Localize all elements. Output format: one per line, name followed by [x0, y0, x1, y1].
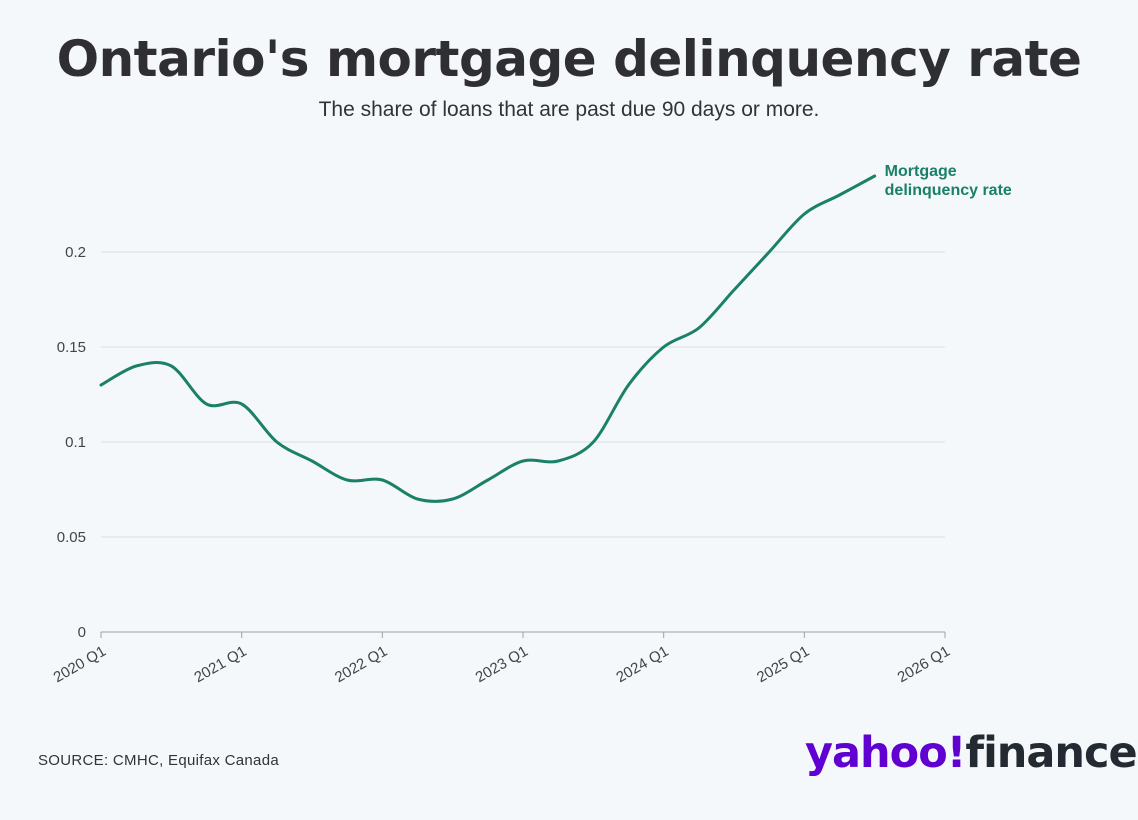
chart-subtitle: The share of loans that are past due 90 … [318, 98, 820, 121]
x-axis: 2020 Q1 2021 Q1 2022 Q1 2023 Q1 2024 Q1 2025 … [51, 632, 953, 686]
chart-title: Ontario's mortgage delinquency rate [56, 30, 1082, 88]
source-note: SOURCE: CMHC, Equifax Canada [38, 752, 279, 769]
logo-yahoo: yahoo! [805, 728, 966, 778]
x-tick-label: 2026 Q1 [895, 643, 953, 686]
y-axis: 0 0.05 0.1 0.15 0.2 [57, 244, 86, 641]
series-line [99, 174, 877, 503]
x-tick-label: 2022 Q1 [332, 643, 390, 686]
series-label: delinquency rate [885, 182, 1012, 199]
gridlines [101, 251, 945, 633]
y-tick-label: 0 [78, 624, 86, 641]
y-tick-label: 0.05 [57, 529, 86, 546]
x-tick-label: 2021 Q1 [191, 643, 249, 686]
logo-finance: finance [965, 728, 1137, 778]
y-tick-label: 0.15 [57, 339, 86, 356]
x-tick-label: 2025 Q1 [754, 643, 812, 686]
y-tick-label: 0.1 [65, 434, 86, 451]
x-tick-label: 2023 Q1 [473, 643, 531, 686]
x-tick-label: 2020 Q1 [51, 643, 109, 686]
y-tick-label: 0.2 [65, 244, 86, 261]
yahoo-finance-logo: yahoo!finance [805, 728, 1138, 778]
series-label: Mortgage [885, 163, 957, 180]
series-layer: Mortgage delinquency rate [99, 163, 1012, 503]
x-tick-label: 2024 Q1 [613, 643, 671, 686]
